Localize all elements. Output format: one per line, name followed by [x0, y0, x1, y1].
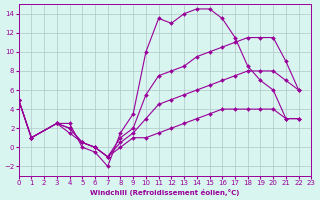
X-axis label: Windchill (Refroidissement éolien,°C): Windchill (Refroidissement éolien,°C) — [90, 189, 240, 196]
